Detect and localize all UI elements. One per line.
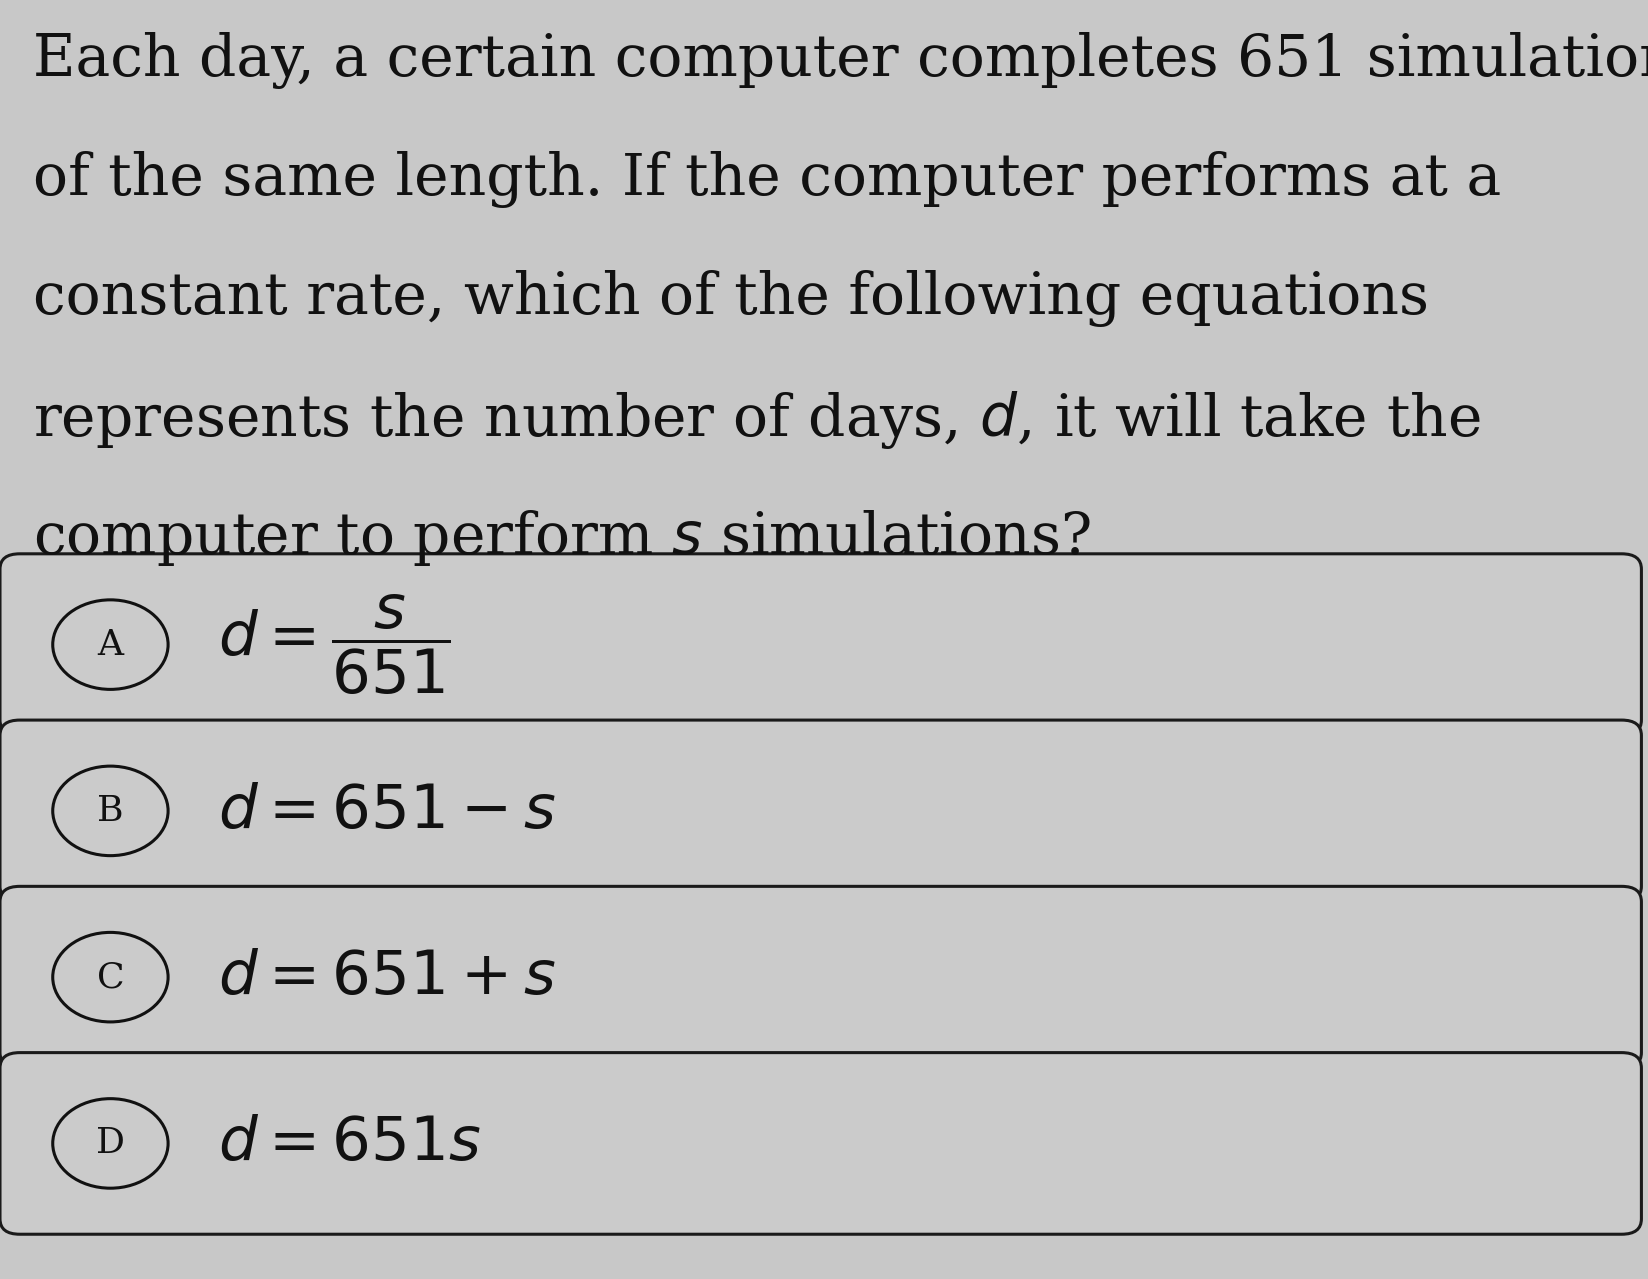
Ellipse shape xyxy=(53,766,168,856)
Ellipse shape xyxy=(53,600,168,689)
Text: $d = 651 + s$: $d = 651 + s$ xyxy=(218,948,555,1007)
Text: computer to perform $s$ simulations?: computer to perform $s$ simulations? xyxy=(33,508,1091,568)
Text: D: D xyxy=(96,1127,125,1160)
Text: $d = 651 - s$: $d = 651 - s$ xyxy=(218,781,555,840)
FancyBboxPatch shape xyxy=(0,1053,1641,1234)
Ellipse shape xyxy=(53,932,168,1022)
Text: $d = 651s$: $d = 651s$ xyxy=(218,1114,481,1173)
Text: constant rate, which of the following equations: constant rate, which of the following eq… xyxy=(33,270,1429,327)
Text: C: C xyxy=(97,961,124,994)
FancyBboxPatch shape xyxy=(0,720,1641,902)
FancyBboxPatch shape xyxy=(0,554,1641,735)
Text: Each day, a certain computer completes 651 simulations: Each day, a certain computer completes 6… xyxy=(33,32,1648,90)
Text: $d = \dfrac{s}{651}$: $d = \dfrac{s}{651}$ xyxy=(218,592,450,697)
FancyBboxPatch shape xyxy=(0,886,1641,1068)
Text: B: B xyxy=(97,794,124,828)
Text: of the same length. If the computer performs at a: of the same length. If the computer perf… xyxy=(33,151,1501,208)
Ellipse shape xyxy=(53,1099,168,1188)
Text: A: A xyxy=(97,628,124,661)
Text: represents the number of days, $d$, it will take the: represents the number of days, $d$, it w… xyxy=(33,389,1480,450)
